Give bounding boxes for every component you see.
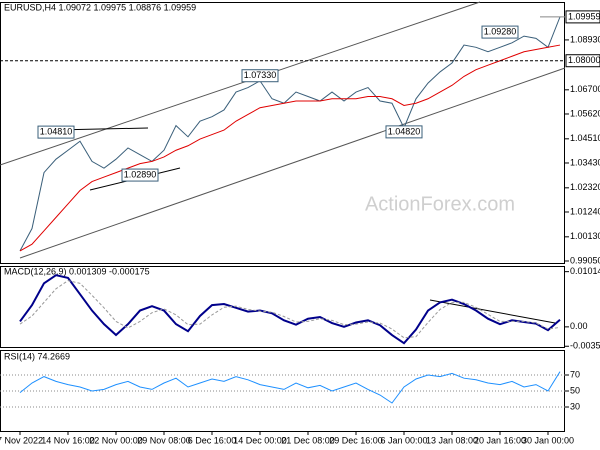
watermark: ActionForex.com	[365, 193, 515, 215]
annotation-label: 1.09280	[484, 26, 517, 36]
y-tick-label: 30	[570, 401, 580, 411]
last-price-label: 1.09959	[568, 11, 600, 21]
y-tick-label: 0.010145	[570, 266, 600, 276]
y-tick-label: 1.04510	[570, 133, 600, 143]
annotation-label: 1.04810	[40, 126, 73, 136]
last-price-box	[565, 10, 600, 24]
data-line	[19, 371, 561, 404]
y-tick-label: 1.00130	[570, 231, 600, 241]
level-box	[565, 54, 600, 68]
y-tick-label: 1.02320	[570, 182, 600, 192]
x-tick-label: 29 Nov 08:00	[137, 435, 191, 445]
channel-lower	[19, 67, 566, 259]
y-tick-label: 1.06700	[570, 84, 600, 94]
channel-upper	[0, 1, 481, 166]
y-tick-label: 1.05620	[570, 108, 600, 118]
y-tick-label: 50	[570, 385, 580, 395]
x-tick-label: 22 Nov 00:00	[89, 435, 143, 445]
rsi-title: RSI(14) 74.2669	[4, 351, 70, 361]
macd-trend-line	[429, 299, 556, 324]
annotation-label: 1.02890	[124, 169, 157, 179]
y-tick-label: 1.01240	[570, 206, 600, 216]
annotation-label: 1.07330	[244, 70, 277, 80]
annotation-box	[481, 25, 519, 39]
macd-title: MACD(12,26,9) 0.001309 -0.000175	[4, 266, 150, 276]
annotation-box	[37, 125, 75, 139]
x-tick-label: 6 Jan 00:00	[380, 435, 427, 445]
data-line	[19, 274, 561, 345]
x-tick-label: 30 Jan 00:00	[522, 435, 574, 445]
macd-panel	[0, 266, 565, 348]
data-line	[19, 280, 561, 339]
x-tick-label: 7 Nov 2022	[0, 435, 43, 445]
x-tick-label: 13 Jan 08:00	[426, 435, 478, 445]
chart-title: EURUSD,H4 1.09072 1.09975 1.08876 1.0995…	[4, 2, 196, 12]
y-tick-label: 1.08930	[570, 34, 600, 44]
y-tick-label: 1.03430	[570, 157, 600, 167]
price-panel	[0, 2, 565, 264]
data-line	[19, 44, 561, 252]
annotation-label: 1.04820	[388, 126, 421, 136]
x-tick-label: 29 Dec 16:00	[329, 435, 383, 445]
annotation-box	[385, 125, 423, 139]
y-tick-label: 0.99050	[570, 255, 600, 265]
x-tick-label: 6 Dec 16:00	[188, 435, 237, 445]
x-tick-label: 14 Nov 16:00	[41, 435, 95, 445]
x-tick-label: 20 Jan 16:00	[474, 435, 526, 445]
annotation-box	[121, 168, 159, 182]
x-tick-label: 14 Dec 00:00	[233, 435, 287, 445]
level-label: 1.08000	[568, 55, 600, 65]
x-tick-label: 21 Dec 08:00	[281, 435, 335, 445]
y-tick-label: 70	[570, 369, 580, 379]
annotation-box	[241, 69, 279, 83]
data-line	[19, 16, 561, 252]
y-tick-label: 0.00	[570, 321, 588, 331]
y-tick-label: -0.003563	[570, 341, 600, 351]
